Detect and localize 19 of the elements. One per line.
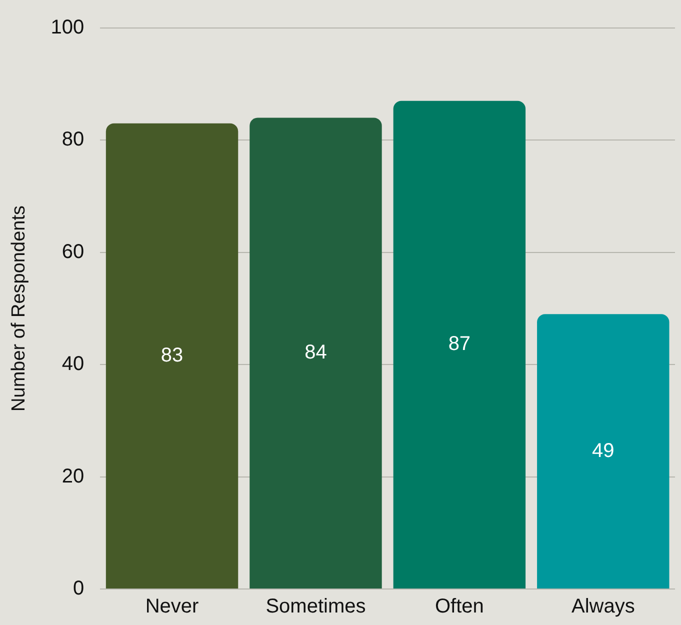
data-label: 83 bbox=[160, 344, 184, 366]
data-label: 84 bbox=[304, 342, 327, 364]
x-tick-label: Often bbox=[434, 596, 484, 618]
x-tick-label: Always bbox=[571, 596, 635, 618]
bar bbox=[537, 314, 670, 588]
y-tick-label: 0 bbox=[73, 578, 84, 600]
data-label: 49 bbox=[592, 440, 614, 462]
x-tick-label: Sometimes bbox=[266, 596, 366, 618]
x-tick-label: Never bbox=[145, 596, 200, 618]
y-tick-label: 40 bbox=[62, 353, 84, 376]
bar bbox=[393, 100, 526, 588]
bar bbox=[250, 118, 382, 588]
y-tick-label: 80 bbox=[62, 128, 84, 151]
y-tick-label: 60 bbox=[62, 240, 84, 263]
y-tick-label: 20 bbox=[62, 465, 84, 488]
y-axis-title: Number of Respondents bbox=[8, 206, 30, 412]
data-label: 87 bbox=[448, 333, 471, 356]
y-tick-label: 100 bbox=[50, 16, 84, 39]
bar bbox=[106, 123, 238, 588]
